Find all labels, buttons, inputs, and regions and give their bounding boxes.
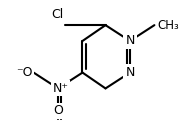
Text: N⁺: N⁺ [53, 82, 69, 95]
Text: CH₃: CH₃ [157, 19, 179, 32]
Text: Cl: Cl [52, 8, 64, 21]
Text: N: N [125, 34, 135, 47]
Text: ⁻O: ⁻O [16, 66, 32, 79]
Text: N: N [125, 66, 135, 79]
Text: O: O [53, 104, 63, 117]
